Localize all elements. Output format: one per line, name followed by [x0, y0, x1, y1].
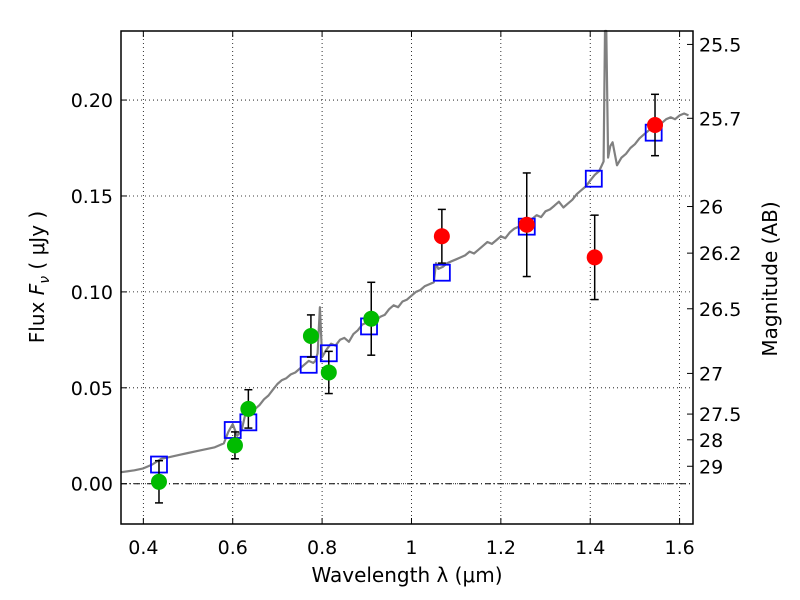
model-square-point	[432, 263, 451, 282]
y2-tick-label: 28	[699, 430, 723, 452]
y2-tick-label: 26.5	[699, 299, 741, 321]
tick-labels: 0.4 0.6 0.8 1 1.2 1.4 1.6 0.00 0.05 0.10 0.15 0.20 2…	[71, 34, 742, 559]
y2-tick-label: 27.5	[699, 404, 741, 426]
x-tick-label: 0.6	[218, 537, 248, 559]
red-data-point	[647, 116, 664, 133]
green-data-point	[240, 400, 257, 417]
green-data-point	[302, 328, 319, 345]
green-data-point	[226, 437, 243, 454]
y2-tick-label: 25.5	[699, 34, 741, 56]
x-tick-label: 1	[405, 537, 417, 559]
y-axis-title-prefix: Flux	[25, 295, 49, 343]
x-tick-label: 1.2	[486, 537, 516, 559]
x-tick-label: 1.6	[664, 537, 694, 559]
y-axis-title-symbol: F	[25, 283, 49, 295]
y-tick-label: 0.10	[71, 282, 113, 304]
y-axis-title: Flux Fν ( μJy )	[25, 211, 53, 343]
green-data-point	[363, 310, 380, 327]
red-data-point	[518, 216, 535, 233]
data-markers	[150, 93, 664, 504]
x-tick-label: 0.8	[307, 537, 337, 559]
y2-tick-label: 26.2	[699, 243, 741, 265]
red-data-point	[433, 228, 450, 245]
plot-frame	[120, 30, 694, 525]
red-data-point	[586, 249, 603, 266]
y-tick-label: 0.00	[71, 474, 113, 496]
y2-tick-label: 29	[699, 456, 723, 478]
y-axis-title-subscript: ν	[37, 276, 53, 284]
x-tick-label: 1.4	[575, 537, 605, 559]
y-tick-label: 0.15	[71, 186, 113, 208]
axis-ticks	[121, 31, 693, 524]
model-square-point	[584, 169, 603, 188]
x-tick-label: 0.4	[128, 537, 158, 559]
y2-tick-label: 25.7	[699, 108, 741, 130]
green-data-point	[320, 364, 337, 381]
y-axis-title-suffix: ( μJy )	[25, 211, 49, 276]
y2-tick-label: 26	[699, 197, 723, 219]
green-data-point	[150, 473, 167, 490]
x-axis-title: Wavelength λ (μm)	[311, 563, 502, 587]
grid	[121, 31, 693, 524]
y2-axis-title: Magnitude (AB)	[758, 201, 782, 356]
y-tick-label: 0.20	[71, 90, 113, 112]
y-tick-label: 0.05	[71, 378, 113, 400]
plot-area	[121, 31, 693, 524]
y2-tick-label: 27	[699, 363, 723, 385]
